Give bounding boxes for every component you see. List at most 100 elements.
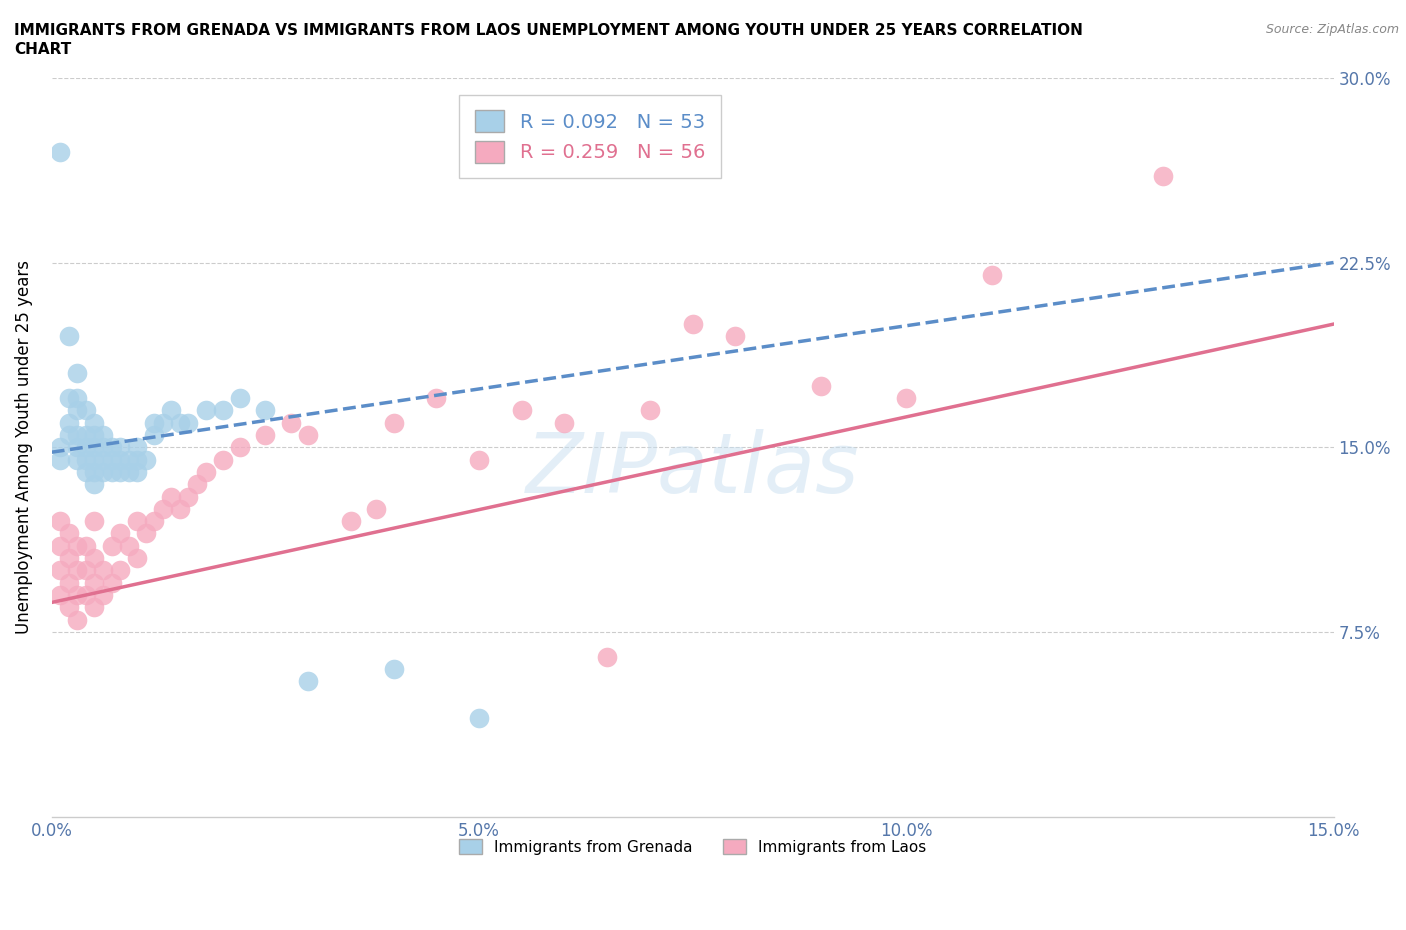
- Point: [108, 440, 131, 455]
- Text: Source: ZipAtlas.com: Source: ZipAtlas.com: [1265, 23, 1399, 36]
- Point: [49, 588, 72, 603]
- Point: [596, 649, 619, 664]
- Point: [49, 563, 72, 578]
- Point: [382, 661, 405, 676]
- Text: ZIPatlas: ZIPatlas: [526, 429, 859, 510]
- Point: [100, 452, 122, 467]
- Point: [75, 464, 97, 479]
- Point: [211, 452, 233, 467]
- Point: [83, 452, 105, 467]
- Point: [553, 415, 575, 430]
- Point: [896, 391, 918, 405]
- Point: [143, 513, 166, 528]
- Point: [127, 464, 149, 479]
- Point: [49, 452, 72, 467]
- Point: [75, 588, 97, 603]
- Point: [340, 513, 363, 528]
- Point: [66, 588, 89, 603]
- Point: [66, 538, 89, 553]
- Point: [118, 464, 141, 479]
- Point: [194, 464, 217, 479]
- Point: [58, 428, 80, 443]
- Point: [127, 452, 149, 467]
- Point: [160, 403, 183, 418]
- Point: [152, 415, 174, 430]
- Point: [83, 551, 105, 565]
- Text: IMMIGRANTS FROM GRENADA VS IMMIGRANTS FROM LAOS UNEMPLOYMENT AMONG YOUTH UNDER 2: IMMIGRANTS FROM GRENADA VS IMMIGRANTS FR…: [14, 23, 1083, 38]
- Point: [58, 526, 80, 541]
- Point: [75, 452, 97, 467]
- Point: [108, 464, 131, 479]
- Point: [143, 428, 166, 443]
- Point: [58, 551, 80, 565]
- Point: [211, 403, 233, 418]
- Point: [75, 403, 97, 418]
- Point: [135, 452, 157, 467]
- Point: [66, 452, 89, 467]
- Point: [49, 513, 72, 528]
- Point: [135, 526, 157, 541]
- Point: [66, 612, 89, 627]
- Point: [468, 711, 491, 725]
- Point: [66, 440, 89, 455]
- Point: [254, 428, 277, 443]
- Point: [229, 391, 252, 405]
- Point: [83, 440, 105, 455]
- Point: [66, 563, 89, 578]
- Point: [682, 316, 704, 331]
- Point: [75, 428, 97, 443]
- Point: [1152, 169, 1174, 184]
- Point: [118, 538, 141, 553]
- Point: [510, 403, 533, 418]
- Point: [118, 452, 141, 467]
- Point: [58, 329, 80, 344]
- Point: [194, 403, 217, 418]
- Point: [75, 563, 97, 578]
- Point: [382, 415, 405, 430]
- Point: [58, 576, 80, 591]
- Legend: Immigrants from Grenada, Immigrants from Laos: Immigrants from Grenada, Immigrants from…: [453, 832, 932, 861]
- Point: [724, 329, 747, 344]
- Point: [100, 440, 122, 455]
- Point: [83, 600, 105, 615]
- Point: [177, 489, 200, 504]
- Point: [83, 464, 105, 479]
- Point: [108, 526, 131, 541]
- Point: [75, 538, 97, 553]
- Point: [91, 452, 114, 467]
- Point: [91, 428, 114, 443]
- Point: [83, 477, 105, 492]
- Point: [66, 365, 89, 380]
- Point: [169, 415, 191, 430]
- Point: [49, 440, 72, 455]
- Point: [297, 674, 319, 689]
- Point: [83, 513, 105, 528]
- Point: [66, 391, 89, 405]
- Point: [100, 538, 122, 553]
- Point: [91, 464, 114, 479]
- Point: [91, 563, 114, 578]
- Point: [366, 501, 388, 516]
- Point: [127, 551, 149, 565]
- Point: [66, 428, 89, 443]
- Point: [980, 268, 1002, 283]
- Point: [143, 415, 166, 430]
- Point: [100, 576, 122, 591]
- Point: [468, 452, 491, 467]
- Point: [91, 440, 114, 455]
- Point: [58, 391, 80, 405]
- Point: [297, 428, 319, 443]
- Point: [83, 415, 105, 430]
- Point: [186, 477, 208, 492]
- Point: [100, 464, 122, 479]
- Point: [58, 415, 80, 430]
- Point: [108, 452, 131, 467]
- Point: [160, 489, 183, 504]
- Point: [58, 600, 80, 615]
- Point: [66, 403, 89, 418]
- Point: [229, 440, 252, 455]
- Point: [810, 379, 832, 393]
- Y-axis label: Unemployment Among Youth under 25 years: Unemployment Among Youth under 25 years: [15, 260, 32, 634]
- Point: [177, 415, 200, 430]
- Point: [49, 144, 72, 159]
